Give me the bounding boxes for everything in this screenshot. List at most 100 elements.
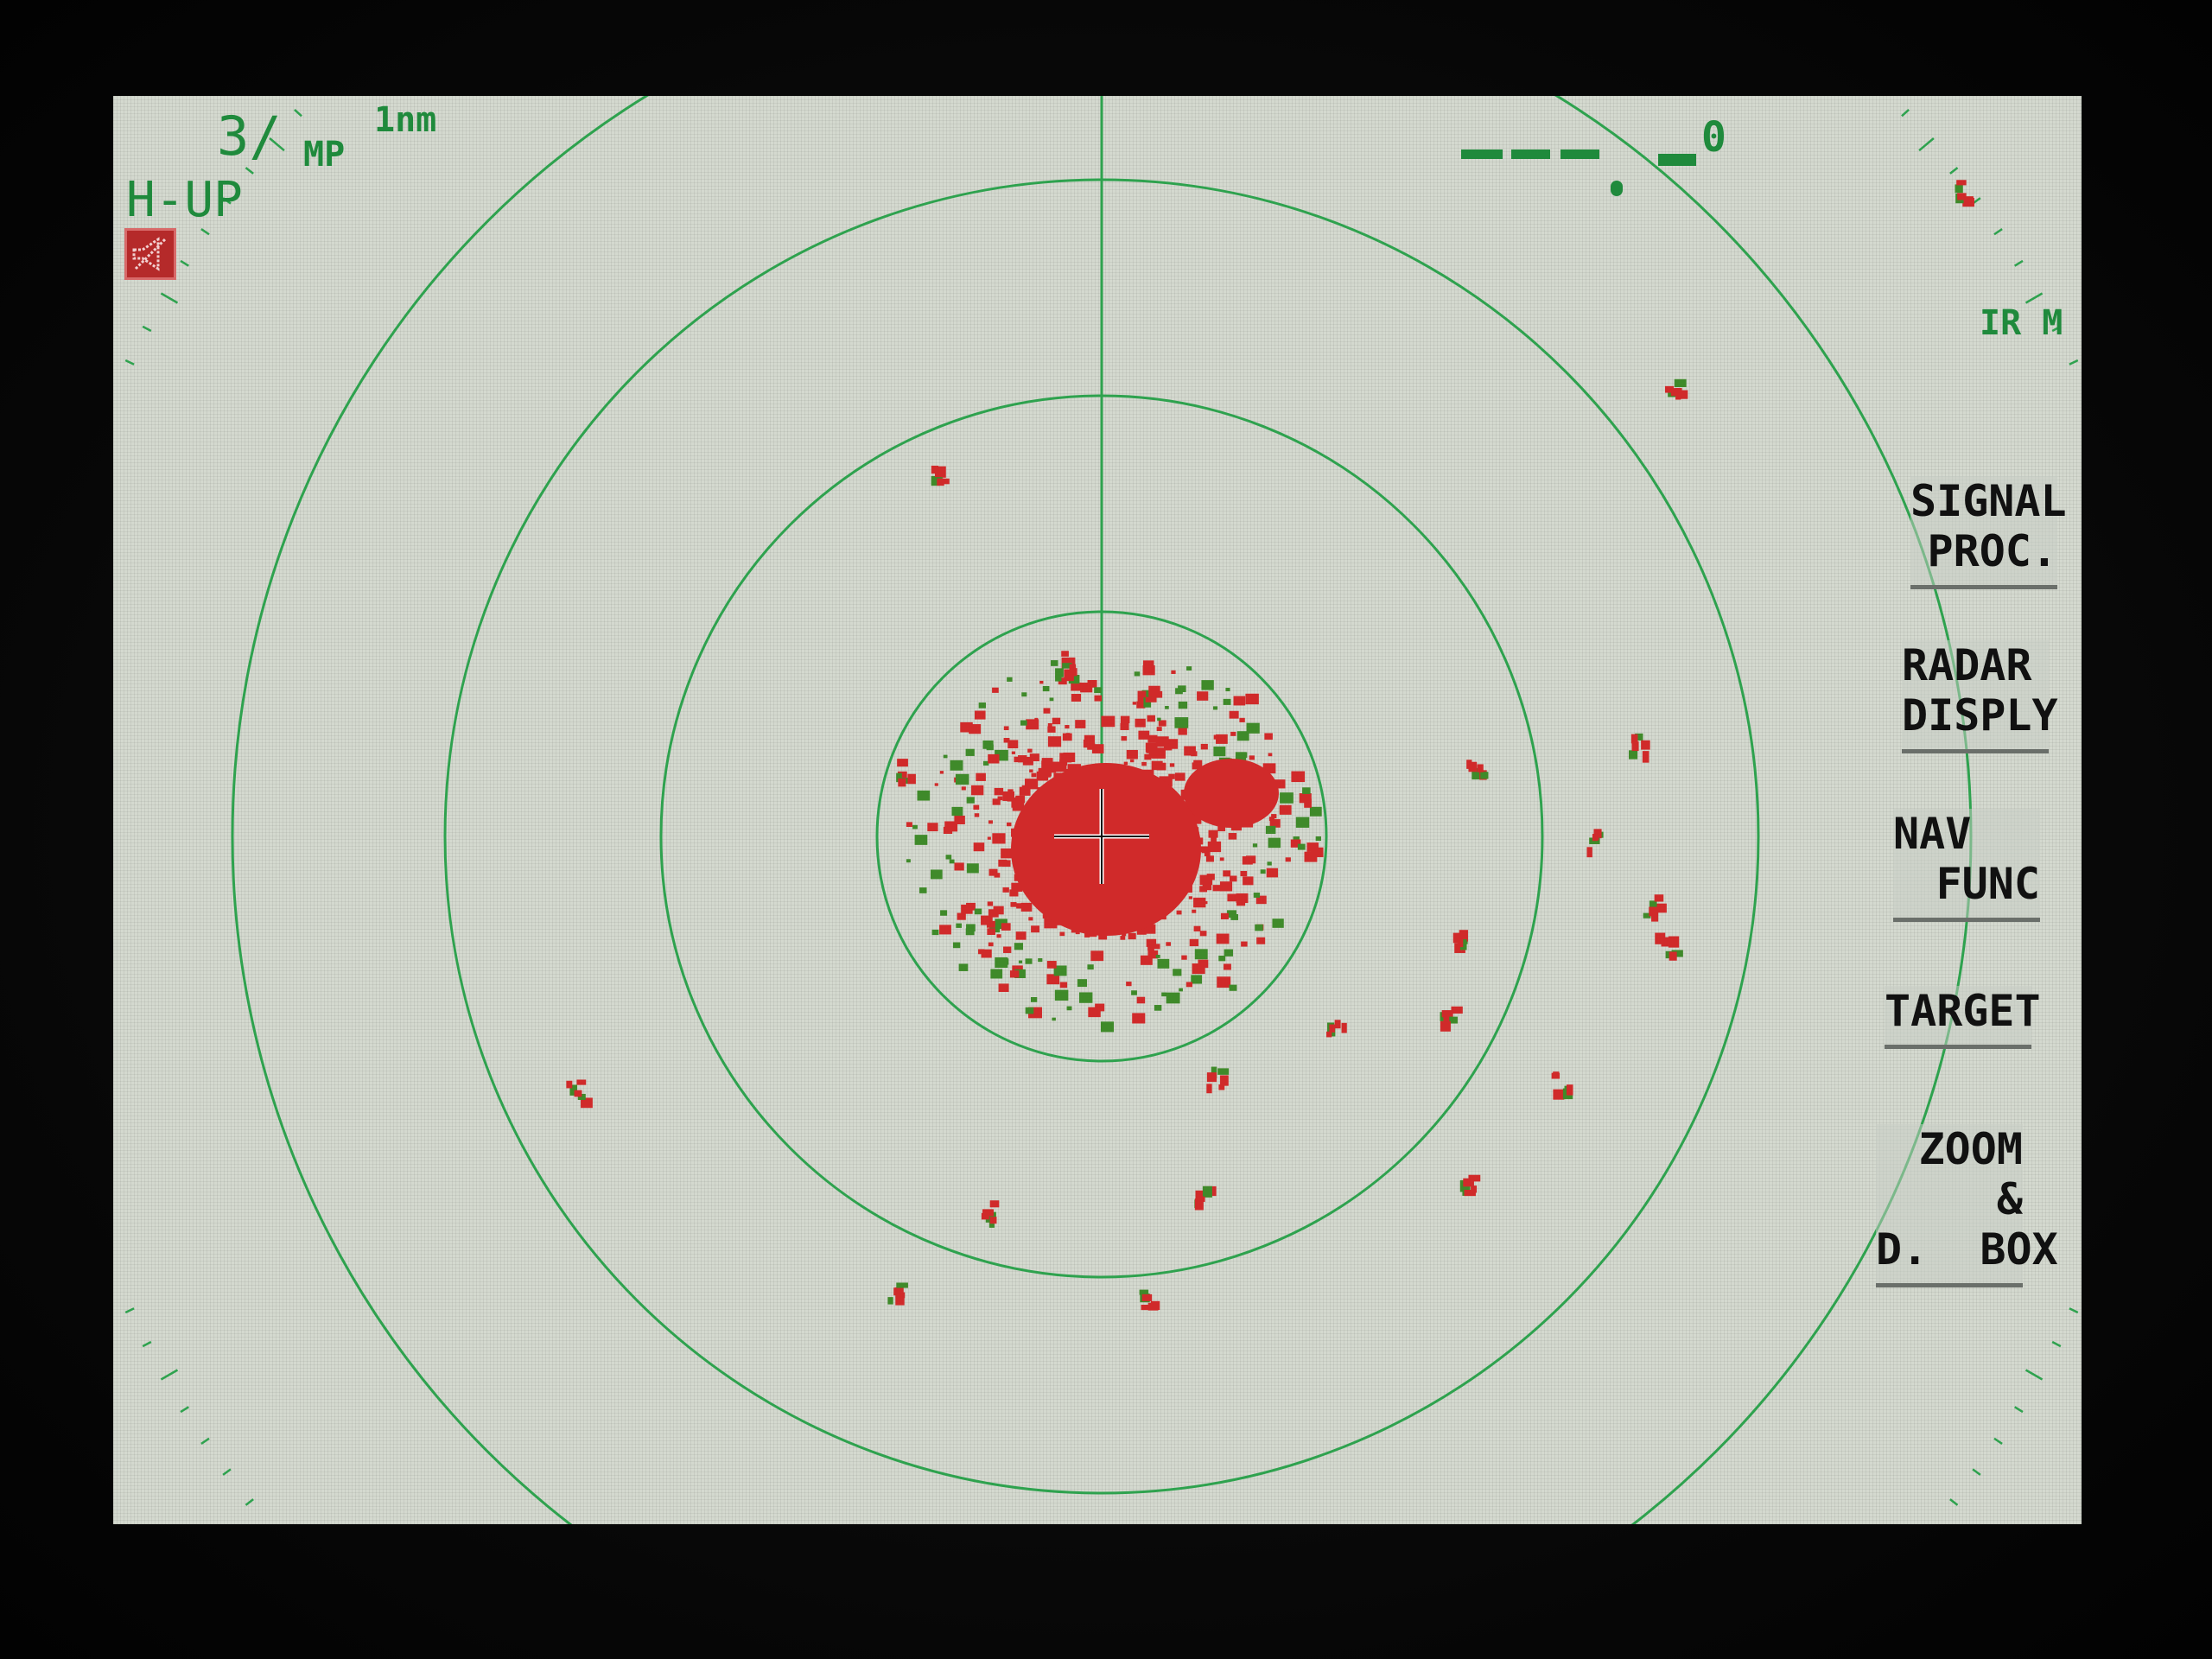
- radar-echo: [1137, 690, 1147, 702]
- radar-echo: [1028, 917, 1033, 921]
- radar-echo: [1649, 906, 1657, 917]
- radar-echo: [1963, 196, 1974, 206]
- radar-echo: [1080, 683, 1093, 693]
- radar-echo: [1034, 717, 1039, 721]
- radar-echo: [1147, 734, 1158, 743]
- radar-echo: [1047, 722, 1052, 727]
- pulse-length[interactable]: MP: [303, 135, 346, 175]
- bearing-tick: [222, 197, 232, 205]
- radar-echo: [1039, 768, 1051, 778]
- bearing-tick: [2069, 1307, 2079, 1314]
- radar-echo: [974, 710, 986, 720]
- radar-echo: [1480, 772, 1489, 779]
- radar-echo: [1014, 756, 1021, 763]
- radar-echo: [1051, 660, 1058, 666]
- radar-echo: [982, 741, 994, 749]
- range-index[interactable]: 3/: [217, 105, 282, 168]
- radar-echo: [988, 820, 993, 824]
- radar-echo: [1224, 949, 1233, 957]
- radar-echo: [1654, 894, 1664, 902]
- ppi-display[interactable]: [113, 96, 2082, 1524]
- radar-echo: [1249, 755, 1255, 760]
- radar-echo: [1077, 979, 1087, 988]
- bearing-tick: [200, 1437, 210, 1445]
- bearing-tick: [142, 1340, 152, 1348]
- radar-echo: [887, 1297, 893, 1305]
- range-scale[interactable]: 1nm: [374, 100, 437, 140]
- radar-echo: [1069, 664, 1077, 677]
- alarm-speaker-icon[interactable]: [124, 228, 176, 280]
- radar-echo: [1205, 855, 1214, 862]
- radar-echo: [1295, 817, 1310, 828]
- radar-echo: [1007, 789, 1014, 794]
- radar-echo: [1193, 925, 1201, 931]
- radar-echo: [1268, 837, 1281, 849]
- radar-echo: [1087, 680, 1097, 688]
- radar-echo: [950, 760, 963, 771]
- menu-target-button[interactable]: TARGET: [1885, 986, 2041, 1049]
- radar-echo: [1150, 753, 1154, 758]
- radar-echo: [1141, 1304, 1149, 1311]
- radar-echo: [1140, 955, 1153, 965]
- radar-echo: [1150, 1300, 1160, 1310]
- radar-echo: [1227, 910, 1236, 918]
- menu-signal-proc-button[interactable]: SIGNAL PROC.: [1910, 476, 2067, 589]
- radar-echo: [1216, 734, 1228, 744]
- menu-zoom-dbox-button[interactable]: ZOOM & D. BOX: [1876, 1124, 2058, 1287]
- radar-echo: [1464, 1189, 1476, 1197]
- radar-echo: [1466, 760, 1472, 769]
- radar-echo: [1002, 887, 1009, 893]
- radar-echo: [951, 806, 963, 817]
- radar-echo: [1245, 693, 1259, 705]
- radar-echo: [1095, 1003, 1105, 1012]
- radar-echo: [1061, 651, 1069, 657]
- radar-echo: [1271, 814, 1277, 819]
- radar-echo: [1228, 833, 1237, 840]
- radar-echo: [973, 842, 985, 852]
- ir-label[interactable]: IR M: [1980, 303, 2063, 343]
- radar-echo: [1266, 868, 1279, 878]
- radar-echo: [569, 1084, 578, 1096]
- radar-echo: [1065, 724, 1070, 729]
- radar-echo: [1185, 982, 1193, 988]
- radar-echo: [1011, 751, 1015, 754]
- radar-echo: [897, 771, 907, 779]
- radar-echo: [1126, 749, 1138, 760]
- radar-echo: [1452, 932, 1462, 944]
- radar-echo: [1255, 924, 1263, 931]
- radar-echo: [1064, 669, 1074, 682]
- radar-echo: [1018, 960, 1023, 963]
- radar-echo: [1088, 1007, 1101, 1018]
- radar-echo: [1001, 848, 1014, 859]
- radar-echo: [1309, 806, 1322, 817]
- radar-echo: [566, 1080, 573, 1089]
- radar-echo: [1304, 851, 1318, 862]
- radar-echo: [1138, 730, 1150, 740]
- radar-echo: [1630, 734, 1638, 744]
- radar-echo: [1165, 706, 1169, 709]
- radar-echo: [994, 787, 1004, 796]
- radar-echo: [1260, 869, 1266, 874]
- radar-echo: [992, 833, 1006, 844]
- radar-echo: [1446, 1016, 1458, 1024]
- radar-echo: [1220, 1075, 1229, 1086]
- radar-echo: [1062, 663, 1072, 669]
- heading-readout: 0: [1701, 113, 1726, 162]
- menu-label: FUNC: [1936, 859, 2040, 909]
- radar-echo: [1184, 746, 1196, 756]
- orientation-mode[interactable]: H-UP: [126, 172, 243, 228]
- radar-echo: [1047, 726, 1056, 733]
- radar-echo: [1009, 970, 1020, 978]
- menu-radar-display-button[interactable]: RADAR DISPLY: [1902, 640, 2058, 753]
- radar-echo: [1046, 974, 1060, 985]
- radar-echo: [1240, 870, 1248, 877]
- radar-echo: [1207, 841, 1222, 853]
- bearing-tick: [245, 167, 254, 175]
- radar-echo: [1123, 761, 1128, 766]
- radar-echo: [1022, 756, 1033, 766]
- radar-echo: [1075, 720, 1086, 728]
- menu-nav-func-button[interactable]: NAV FUNC: [1893, 809, 2040, 922]
- radar-echo: [1454, 943, 1465, 953]
- radar-echo: [1218, 955, 1226, 962]
- radar-echo: [1220, 912, 1229, 919]
